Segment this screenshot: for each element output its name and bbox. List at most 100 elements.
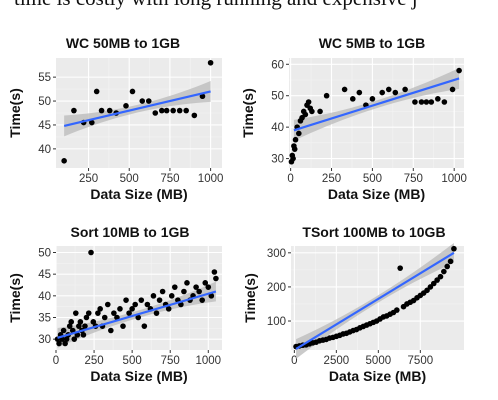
data-point	[213, 275, 219, 282]
data-point	[101, 314, 108, 321]
x-tick-label: 750	[160, 173, 179, 185]
data-point	[56, 340, 62, 347]
data-point	[158, 107, 165, 114]
fit-line	[293, 77, 460, 132]
data-point	[418, 99, 425, 105]
fit-line	[57, 290, 217, 339]
data-point	[71, 336, 78, 342]
y-tick-label: 35	[38, 313, 51, 325]
data-point	[176, 107, 183, 114]
y-axis-label: Time(s)	[240, 88, 256, 138]
data-point	[309, 108, 315, 115]
data-point	[60, 327, 67, 334]
data-point	[451, 245, 457, 252]
data-point	[83, 314, 90, 321]
data-point	[152, 110, 159, 116]
data-point	[181, 288, 187, 295]
data-point	[369, 96, 376, 102]
data-point	[430, 280, 437, 287]
data-point	[150, 293, 157, 299]
data-point	[184, 280, 190, 286]
data-point	[199, 297, 206, 303]
data-point	[89, 119, 95, 126]
data-point	[95, 310, 101, 316]
y-axis-label: Time(s)	[242, 273, 258, 323]
y-tick-label: 45	[38, 269, 51, 281]
data-point	[168, 293, 175, 299]
x-tick-label: 250	[322, 173, 341, 185]
x-tick-label: 1000	[198, 173, 224, 185]
chart-panel-3: 0 250 500 750 1000 30 35 40 45 50 Sort 10MB to 1GB…	[7, 224, 222, 384]
data-point	[379, 89, 386, 96]
x-tick-label: 500	[123, 355, 142, 367]
data-point	[123, 297, 129, 303]
data-point	[71, 107, 77, 114]
data-point	[138, 297, 145, 303]
data-point	[126, 310, 132, 316]
data-point	[202, 280, 209, 286]
data-point	[85, 310, 92, 316]
data-point	[199, 93, 206, 100]
data-point	[68, 319, 75, 325]
data-point	[356, 89, 363, 96]
data-point	[120, 323, 126, 329]
data-point	[145, 98, 152, 104]
data-point	[305, 99, 312, 105]
data-point	[76, 323, 82, 329]
data-point	[111, 310, 117, 316]
x-axis-label: Data Size (MB)	[90, 368, 187, 384]
x-tick-label: 750	[404, 173, 423, 185]
data-point	[63, 336, 70, 342]
y-tick-label: 60	[271, 59, 284, 71]
data-point	[423, 99, 430, 105]
y-tick-label: 40	[38, 144, 51, 156]
data-point	[296, 130, 302, 137]
data-point	[106, 107, 113, 114]
y-axis-label: Time(s)	[7, 88, 23, 138]
data-point	[211, 269, 218, 275]
data-point	[123, 103, 129, 109]
data-point	[317, 108, 323, 115]
data-point	[165, 306, 172, 312]
data-point	[141, 323, 148, 329]
chart-title: TSort 100MB to 10GB	[302, 224, 445, 240]
data-point	[153, 310, 160, 316]
data-point	[72, 310, 79, 316]
x-tick-label: 7500	[408, 355, 434, 367]
data-point	[98, 107, 105, 114]
data-point	[385, 86, 392, 93]
y-tick-label: 50	[38, 248, 51, 260]
chart-title: WC 5MB to 1GB	[319, 35, 426, 51]
data-point	[132, 301, 138, 308]
x-tick-label: 2500	[324, 355, 350, 367]
data-point	[97, 306, 103, 312]
data-point	[323, 92, 330, 99]
chart-panel-1: 250 500 750 1000 40 45 50 55 WC 50MB to 1GB Data …	[7, 35, 223, 202]
data-point	[191, 112, 198, 119]
y-axis-label: Time(s)	[7, 273, 23, 323]
x-tick-label: 500	[363, 173, 382, 185]
y-tick-label: 50	[271, 91, 284, 103]
y-tick-label: 300	[267, 248, 286, 260]
y-tick-label: 45	[38, 120, 51, 132]
data-point	[397, 265, 403, 271]
y-tick-label: 50	[38, 96, 51, 108]
data-point	[114, 314, 120, 321]
data-point	[80, 332, 87, 338]
data-point	[392, 89, 399, 96]
chart-title: Sort 10MB to 1GB	[70, 224, 189, 240]
data-point	[341, 86, 348, 93]
chart-title: WC 50MB to 1GB	[66, 35, 180, 51]
data-point	[205, 284, 212, 290]
data-point	[441, 268, 447, 275]
y-tick-label: 30	[38, 334, 51, 346]
data-point	[144, 301, 151, 308]
x-tick-label: 0	[53, 355, 59, 367]
data-point	[170, 107, 176, 114]
data-point	[77, 319, 84, 325]
x-tick-label: 0	[287, 173, 293, 185]
fit-line	[295, 251, 455, 350]
plot-area	[289, 58, 464, 168]
data-point	[456, 67, 462, 74]
data-point	[62, 340, 68, 347]
